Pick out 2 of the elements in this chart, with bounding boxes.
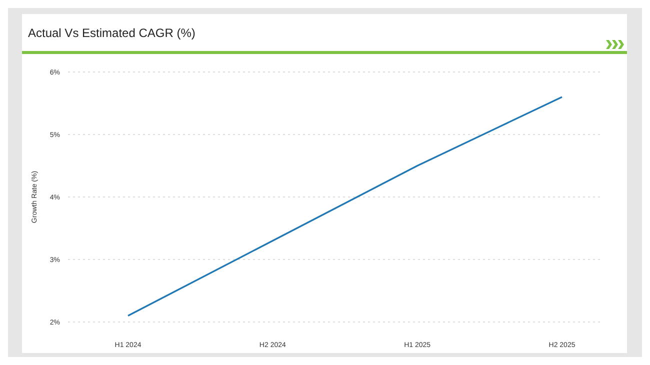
- line-series: [127, 96, 563, 317]
- chart-title: Actual Vs Estimated CAGR (%): [28, 26, 196, 40]
